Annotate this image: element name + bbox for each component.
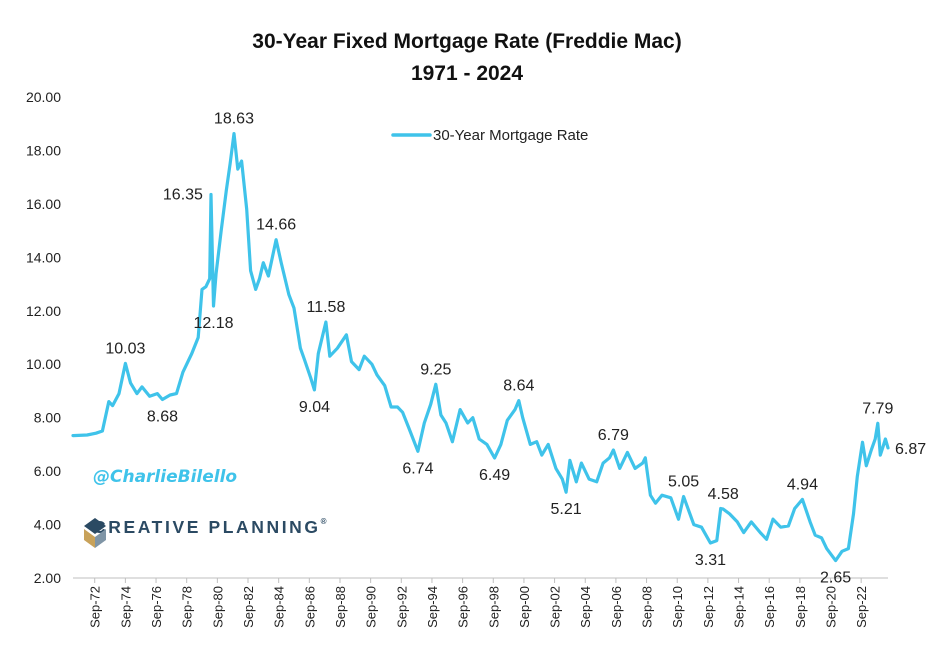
data-label: 5.21 (551, 501, 582, 518)
x-tick-label: Sep-90 (364, 586, 379, 628)
data-label: 14.66 (256, 217, 296, 234)
x-tick-label: Sep-08 (640, 586, 655, 628)
x-tick-label: Sep-80 (210, 586, 225, 628)
y-tick-label: 8.00 (34, 410, 61, 426)
data-label: 8.64 (503, 378, 534, 395)
data-label: 3.31 (695, 552, 726, 569)
legend-label: 30-Year Mortgage Rate (433, 127, 588, 144)
data-label: 7.79 (862, 400, 893, 417)
x-tick-label: Sep-72 (88, 586, 103, 628)
x-tick-label: Sep-16 (762, 586, 777, 628)
data-label: 5.05 (668, 473, 699, 490)
x-tick-label: Sep-20 (824, 586, 839, 628)
y-tick-label: 12.00 (26, 303, 61, 319)
x-tick-label: Sep-78 (180, 586, 195, 628)
y-tick-label: 2.00 (34, 570, 61, 586)
chart-title: 30-Year Fixed Mortgage Rate (Freddie Mac… (252, 30, 682, 53)
x-tick-label: Sep-74 (118, 586, 133, 628)
data-label: 4.94 (787, 476, 818, 493)
y-tick-label: 14.00 (26, 249, 61, 265)
x-tick-label: Sep-18 (793, 586, 808, 628)
data-label: 6.87 (895, 441, 926, 458)
data-label: 16.35 (163, 187, 203, 204)
x-tick-label: Sep-14 (732, 586, 747, 628)
data-label: 4.58 (708, 486, 739, 503)
y-tick-label: 16.00 (26, 196, 61, 212)
x-tick-label: Sep-94 (425, 586, 440, 628)
series-line (71, 132, 890, 563)
x-tick-label: Sep-76 (149, 586, 164, 628)
chart-subtitle: 1971 - 2024 (410, 62, 524, 85)
x-tick-label: Sep-06 (609, 586, 624, 628)
data-label: 6.49 (479, 467, 510, 484)
x-tick-label: Sep-84 (272, 586, 287, 628)
x-tick-label: Sep-12 (701, 586, 716, 628)
x-tick-label: Sep-88 (333, 586, 348, 628)
x-tick-label: Sep-00 (517, 586, 532, 628)
data-label: 2.65 (820, 570, 851, 587)
x-tick-label: Sep-92 (394, 586, 409, 628)
x-tick-label: Sep-02 (548, 586, 563, 628)
data-label: 6.74 (402, 460, 433, 477)
data-label: 11.58 (307, 299, 346, 316)
data-label: 9.25 (420, 361, 451, 378)
x-tick-label: Sep-04 (578, 586, 593, 628)
x-tick-label: Sep-86 (302, 586, 317, 628)
registered-mark: ® (320, 517, 327, 526)
x-tick-label: Sep-22 (854, 586, 869, 628)
watermark-handle: @CharlieBilello (93, 467, 238, 487)
data-label: 10.03 (105, 340, 145, 357)
x-tick-label: Sep-98 (486, 586, 501, 628)
y-tick-label: 10.00 (26, 356, 61, 372)
data-label: 12.18 (193, 315, 233, 332)
brand-name: CREATIVE PLANNING® (93, 517, 327, 537)
data-label: 8.68 (147, 408, 178, 425)
creative-planning-logo-icon (84, 518, 106, 548)
x-tick-label: Sep-96 (456, 586, 471, 628)
y-tick-label: 6.00 (34, 463, 61, 479)
x-tick-label: Sep-82 (241, 586, 256, 628)
data-label: 6.79 (598, 427, 629, 444)
y-tick-label: 20.00 (26, 89, 61, 105)
data-label: 9.04 (299, 399, 330, 416)
x-tick-label: Sep-10 (670, 586, 685, 628)
brand-block: CREATIVE PLANNING® (83, 517, 327, 548)
y-tick-label: 4.00 (34, 517, 61, 533)
data-label: 18.63 (214, 111, 254, 128)
y-tick-label: 18.00 (26, 142, 61, 158)
